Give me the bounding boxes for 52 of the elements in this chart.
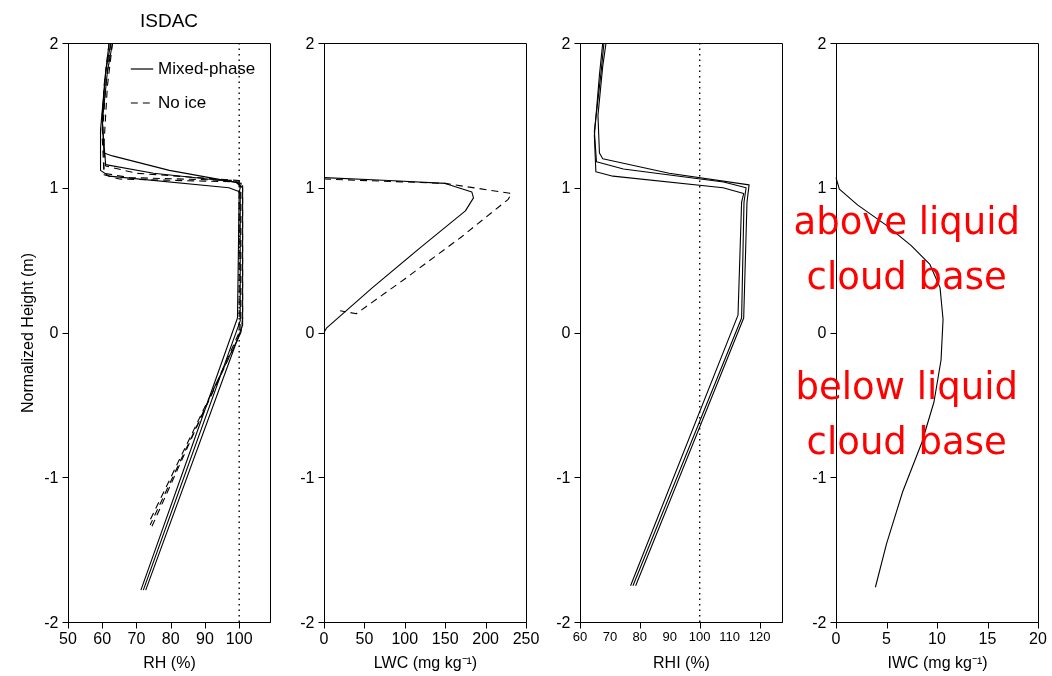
x-tick-label: 110 [719,629,740,644]
legend-label: No ice [158,93,207,112]
y-tick-label: -1 [300,468,315,486]
y-tick-label: 2 [817,34,827,52]
x-tick-label: 15 [978,630,997,647]
y-tick-label: 2 [561,34,571,52]
y-tick-label: 0 [817,324,827,341]
x-tick-label: 80 [161,630,180,647]
y-tick-label: -1 [556,468,571,486]
y-tick-label: -1 [44,468,59,486]
x-tick-label: 20 [1029,630,1047,647]
x-tick-label: 120 [748,629,771,644]
y-tick-label: -2 [44,613,59,631]
y-tick-label: 1 [817,179,827,197]
x-tick-label: 90 [196,630,214,647]
x-tick-label: 100 [391,630,419,647]
x-tick-label: 5 [882,630,892,647]
x-tick-label: 10 [928,630,946,647]
x-tick-label: 80 [632,629,648,644]
x-axis-title: IWC (mg kg⁻¹) [887,654,988,671]
chart-title: ISDAC [139,10,199,31]
x-tick-label: 0 [831,630,841,647]
x-tick-label: 250 [512,630,540,647]
x-tick-label: 0 [319,630,329,647]
y-tick-label: 1 [49,179,59,197]
x-tick-label: 200 [472,630,500,647]
x-axis-title: LWC (mg kg⁻¹) [373,654,478,671]
y-tick-label: -2 [300,613,315,631]
legend-label: Mixed-phase [158,59,256,78]
x-tick-label: 70 [602,629,618,644]
x-tick-label: 100 [225,630,253,647]
x-tick-label: 100 [688,629,711,644]
y-tick-label: 2 [305,34,315,52]
y-tick-label: 0 [49,324,59,341]
y-tick-label: -2 [556,613,571,631]
x-tick-label: 50 [59,630,77,647]
y-tick-label: 0 [561,324,571,341]
y-tick-label: -2 [812,613,827,631]
y-tick-label: -1 [812,468,827,486]
x-tick-label: 50 [355,630,374,647]
y-tick-label: 1 [561,179,571,197]
y-tick-label: 0 [305,324,315,341]
x-tick-label: 90 [662,629,678,644]
x-tick-label: 60 [93,630,112,647]
y-axis-title: Normalized Height (m) [19,252,37,414]
x-tick-label: 150 [431,630,459,647]
y-tick-label: 1 [305,179,315,197]
x-axis-title: RHI (%) [653,654,710,671]
x-axis-title: RH (%) [143,654,196,671]
x-tick-label: 70 [127,630,146,647]
y-tick-label: 2 [49,34,59,52]
x-tick-label: 60 [572,629,588,644]
